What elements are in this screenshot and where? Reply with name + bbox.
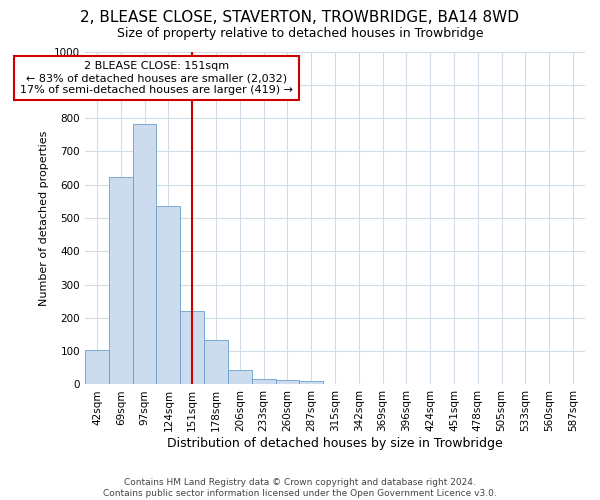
X-axis label: Distribution of detached houses by size in Trowbridge: Distribution of detached houses by size … — [167, 437, 503, 450]
Bar — [85, 350, 109, 384]
Bar — [133, 124, 157, 384]
Bar — [109, 178, 133, 384]
Bar — [157, 206, 180, 384]
Bar — [204, 340, 228, 384]
Text: Contains HM Land Registry data © Crown copyright and database right 2024.
Contai: Contains HM Land Registry data © Crown c… — [103, 478, 497, 498]
Bar — [275, 380, 299, 384]
Text: 2, BLEASE CLOSE, STAVERTON, TROWBRIDGE, BA14 8WD: 2, BLEASE CLOSE, STAVERTON, TROWBRIDGE, … — [80, 10, 520, 25]
Text: 2 BLEASE CLOSE: 151sqm
← 83% of detached houses are smaller (2,032)
17% of semi-: 2 BLEASE CLOSE: 151sqm ← 83% of detached… — [20, 62, 293, 94]
Bar — [180, 311, 204, 384]
Bar — [299, 381, 323, 384]
Y-axis label: Number of detached properties: Number of detached properties — [38, 130, 49, 306]
Bar — [228, 370, 252, 384]
Bar — [252, 379, 275, 384]
Text: Size of property relative to detached houses in Trowbridge: Size of property relative to detached ho… — [117, 28, 483, 40]
